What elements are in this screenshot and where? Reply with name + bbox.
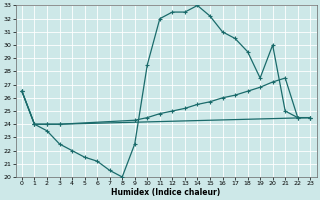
X-axis label: Humidex (Indice chaleur): Humidex (Indice chaleur) — [111, 188, 221, 197]
